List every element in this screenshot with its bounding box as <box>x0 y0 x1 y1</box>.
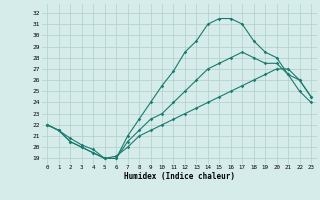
X-axis label: Humidex (Indice chaleur): Humidex (Indice chaleur) <box>124 172 235 181</box>
